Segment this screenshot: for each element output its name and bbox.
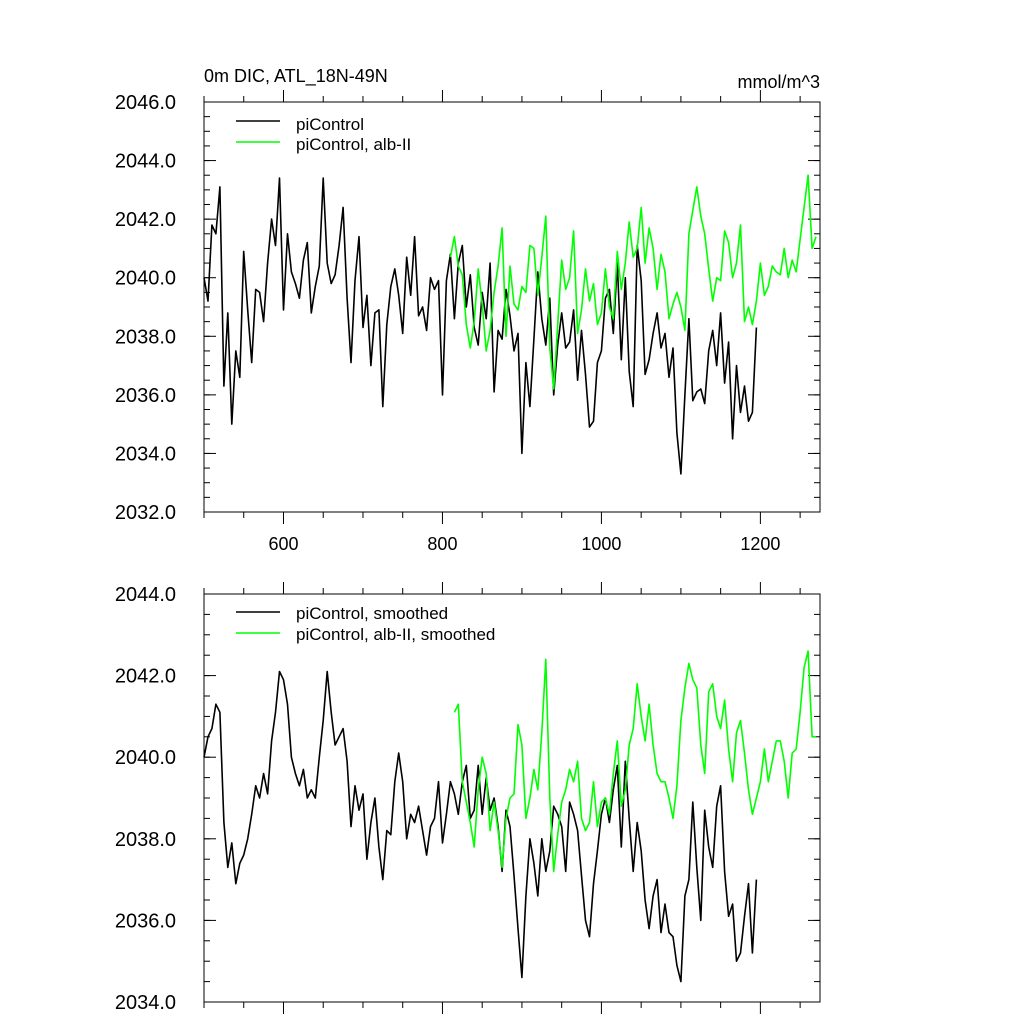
top-panel: 600 800 1000 1200 2032.0 2034.0 2036.0 2038.0 20… — [115, 90, 821, 554]
bottom-y-tick-label: 2042.0 — [115, 666, 176, 688]
legend-label-picontrol: piControl — [296, 115, 364, 134]
legend-label-picontrol-alb-ii-smoothed: piControl, alb-II, smoothed — [296, 625, 495, 644]
top-x-tick-label: 1200 — [740, 534, 780, 554]
top-y-tick-label: 2034.0 — [115, 443, 176, 465]
top-y-tick-label: 2036.0 — [115, 385, 176, 407]
top-y-tick-label: 2038.0 — [115, 326, 176, 348]
bottom-y-tick-label: 2036.0 — [115, 910, 176, 932]
top-y-tick-label: 2044.0 — [115, 151, 176, 173]
legend-label-picontrol-alb-ii: piControl, alb-II — [296, 135, 411, 154]
bottom-y-tick-label: 2040.0 — [115, 747, 176, 769]
top-x-tick-label: 600 — [268, 534, 298, 554]
top-y-tick-label: 2040.0 — [115, 268, 176, 290]
bottom-y-tick-label: 2034.0 — [115, 992, 176, 1014]
top-y-tick-label: 2046.0 — [115, 92, 176, 114]
bottom-series-line-picontrol — [203, 670, 758, 983]
top-series-line-alb-ii — [449, 174, 817, 390]
top-y-tick-label: 2042.0 — [115, 209, 176, 231]
legend-label-picontrol-smoothed: piControl, smoothed — [296, 604, 448, 623]
top-x-tick-label: 1000 — [581, 534, 621, 554]
chart-title: 0m DIC, ATL_18N-49N — [204, 66, 388, 87]
bottom-plot-frame — [203, 593, 821, 1003]
bottom-series-line-alb-ii — [453, 650, 816, 873]
top-y-tick-label: 2032.0 — [115, 502, 176, 524]
top-plot-frame — [203, 101, 821, 513]
top-x-tick-label: 800 — [427, 534, 457, 554]
bottom-panel: 2034.0 2036.0 2038.0 2040.0 2042.0 2044.0 — [115, 582, 821, 1014]
top-series-line-picontrol — [203, 177, 758, 475]
units-label: mmol/m^3 — [738, 72, 820, 92]
bottom-y-tick-label: 2038.0 — [115, 829, 176, 851]
bottom-y-tick-label: 2044.0 — [115, 584, 176, 606]
